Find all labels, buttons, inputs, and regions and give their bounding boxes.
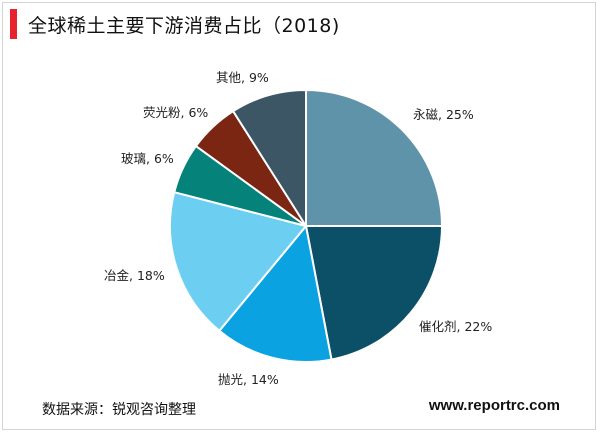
pie-labels: 永磁, 25% 催化剂, 22% 抛光, 14% 冶金, 18% 玻璃, 6% 荧光粉, … [104,70,492,387]
pie-label-7: 其他, 9% [216,70,269,85]
website-link[interactable]: www.reportrc.com [428,397,560,414]
source-note: 数据来源：锐观咨询整理 [42,402,196,418]
pie-slice-1 [305,88,444,227]
pie-label-2: 催化剂, 22% [419,319,492,334]
chart-title: 全球稀土主要下游消费占比（2018) [28,15,340,37]
pie-label-4: 冶金, 18% [104,268,165,283]
pie-label-6: 荧光粉, 6% [143,105,208,120]
pie-label-1: 永磁, 25% [413,107,474,122]
pie-slice-2 [304,225,444,361]
pie-label-3: 抛光, 14% [218,372,279,387]
pie-slices [169,88,444,363]
pie-slice-3 [217,223,333,363]
pie-label-5: 玻璃, 6% [121,151,174,166]
pie-slice-4 [169,190,308,333]
title-accent-bar [10,9,17,39]
pie-slice-7 [231,88,307,230]
